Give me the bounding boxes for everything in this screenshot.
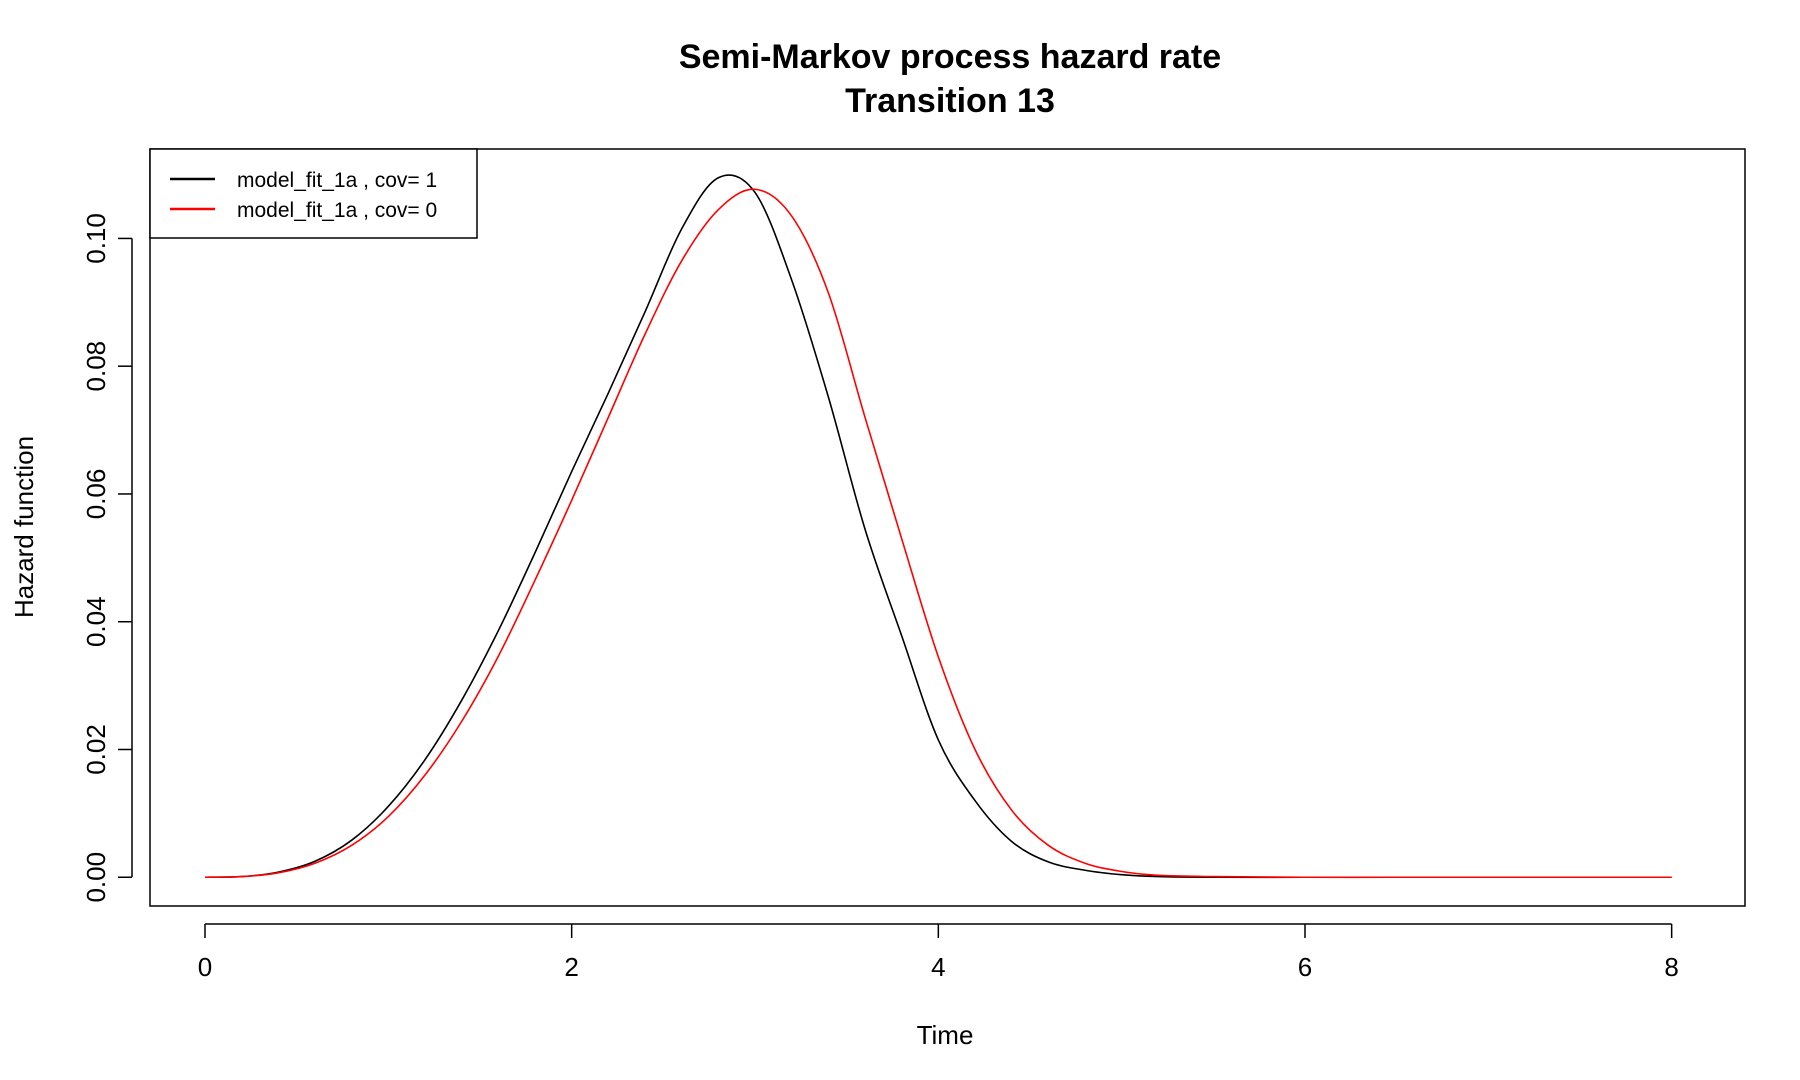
x-tick-label: 4 — [931, 952, 945, 982]
x-tick-label: 6 — [1298, 952, 1312, 982]
y-tick-label: 0.10 — [81, 213, 111, 264]
y-axis: 0.00 0.02 0.04 0.06 0.08 0.10 — [81, 213, 133, 903]
legend: model_fit_1a , cov= 1 model_fit_1a , cov… — [149, 148, 478, 239]
y-tick-label: 0.08 — [81, 341, 111, 392]
series-line-0 — [204, 174, 1672, 879]
series-layer — [204, 174, 1672, 879]
plot-frame — [149, 148, 1746, 907]
chart-title: Semi-Markov process hazard rate — [679, 38, 1221, 76]
x-axis-label: Time — [917, 1020, 974, 1050]
x-tick-label: 0 — [198, 952, 212, 982]
x-tick-label: 8 — [1664, 952, 1678, 982]
legend-label-cov1: model_fit_1a , cov= 1 — [237, 169, 437, 192]
x-tick-label: 2 — [564, 952, 578, 982]
legend-box — [149, 148, 478, 239]
y-tick-label: 0.06 — [81, 469, 111, 520]
y-tick-label: 0.04 — [81, 596, 111, 647]
x-axis: 0 2 4 6 8 — [198, 923, 1679, 982]
y-tick-label: 0.02 — [81, 724, 111, 775]
legend-label-cov0: model_fit_1a , cov= 0 — [237, 199, 437, 222]
series-line-1 — [204, 188, 1672, 879]
y-axis-label: Hazard function — [9, 436, 39, 618]
y-tick-label: 0.00 — [81, 852, 111, 903]
chart-subtitle: Transition 13 — [845, 82, 1055, 120]
